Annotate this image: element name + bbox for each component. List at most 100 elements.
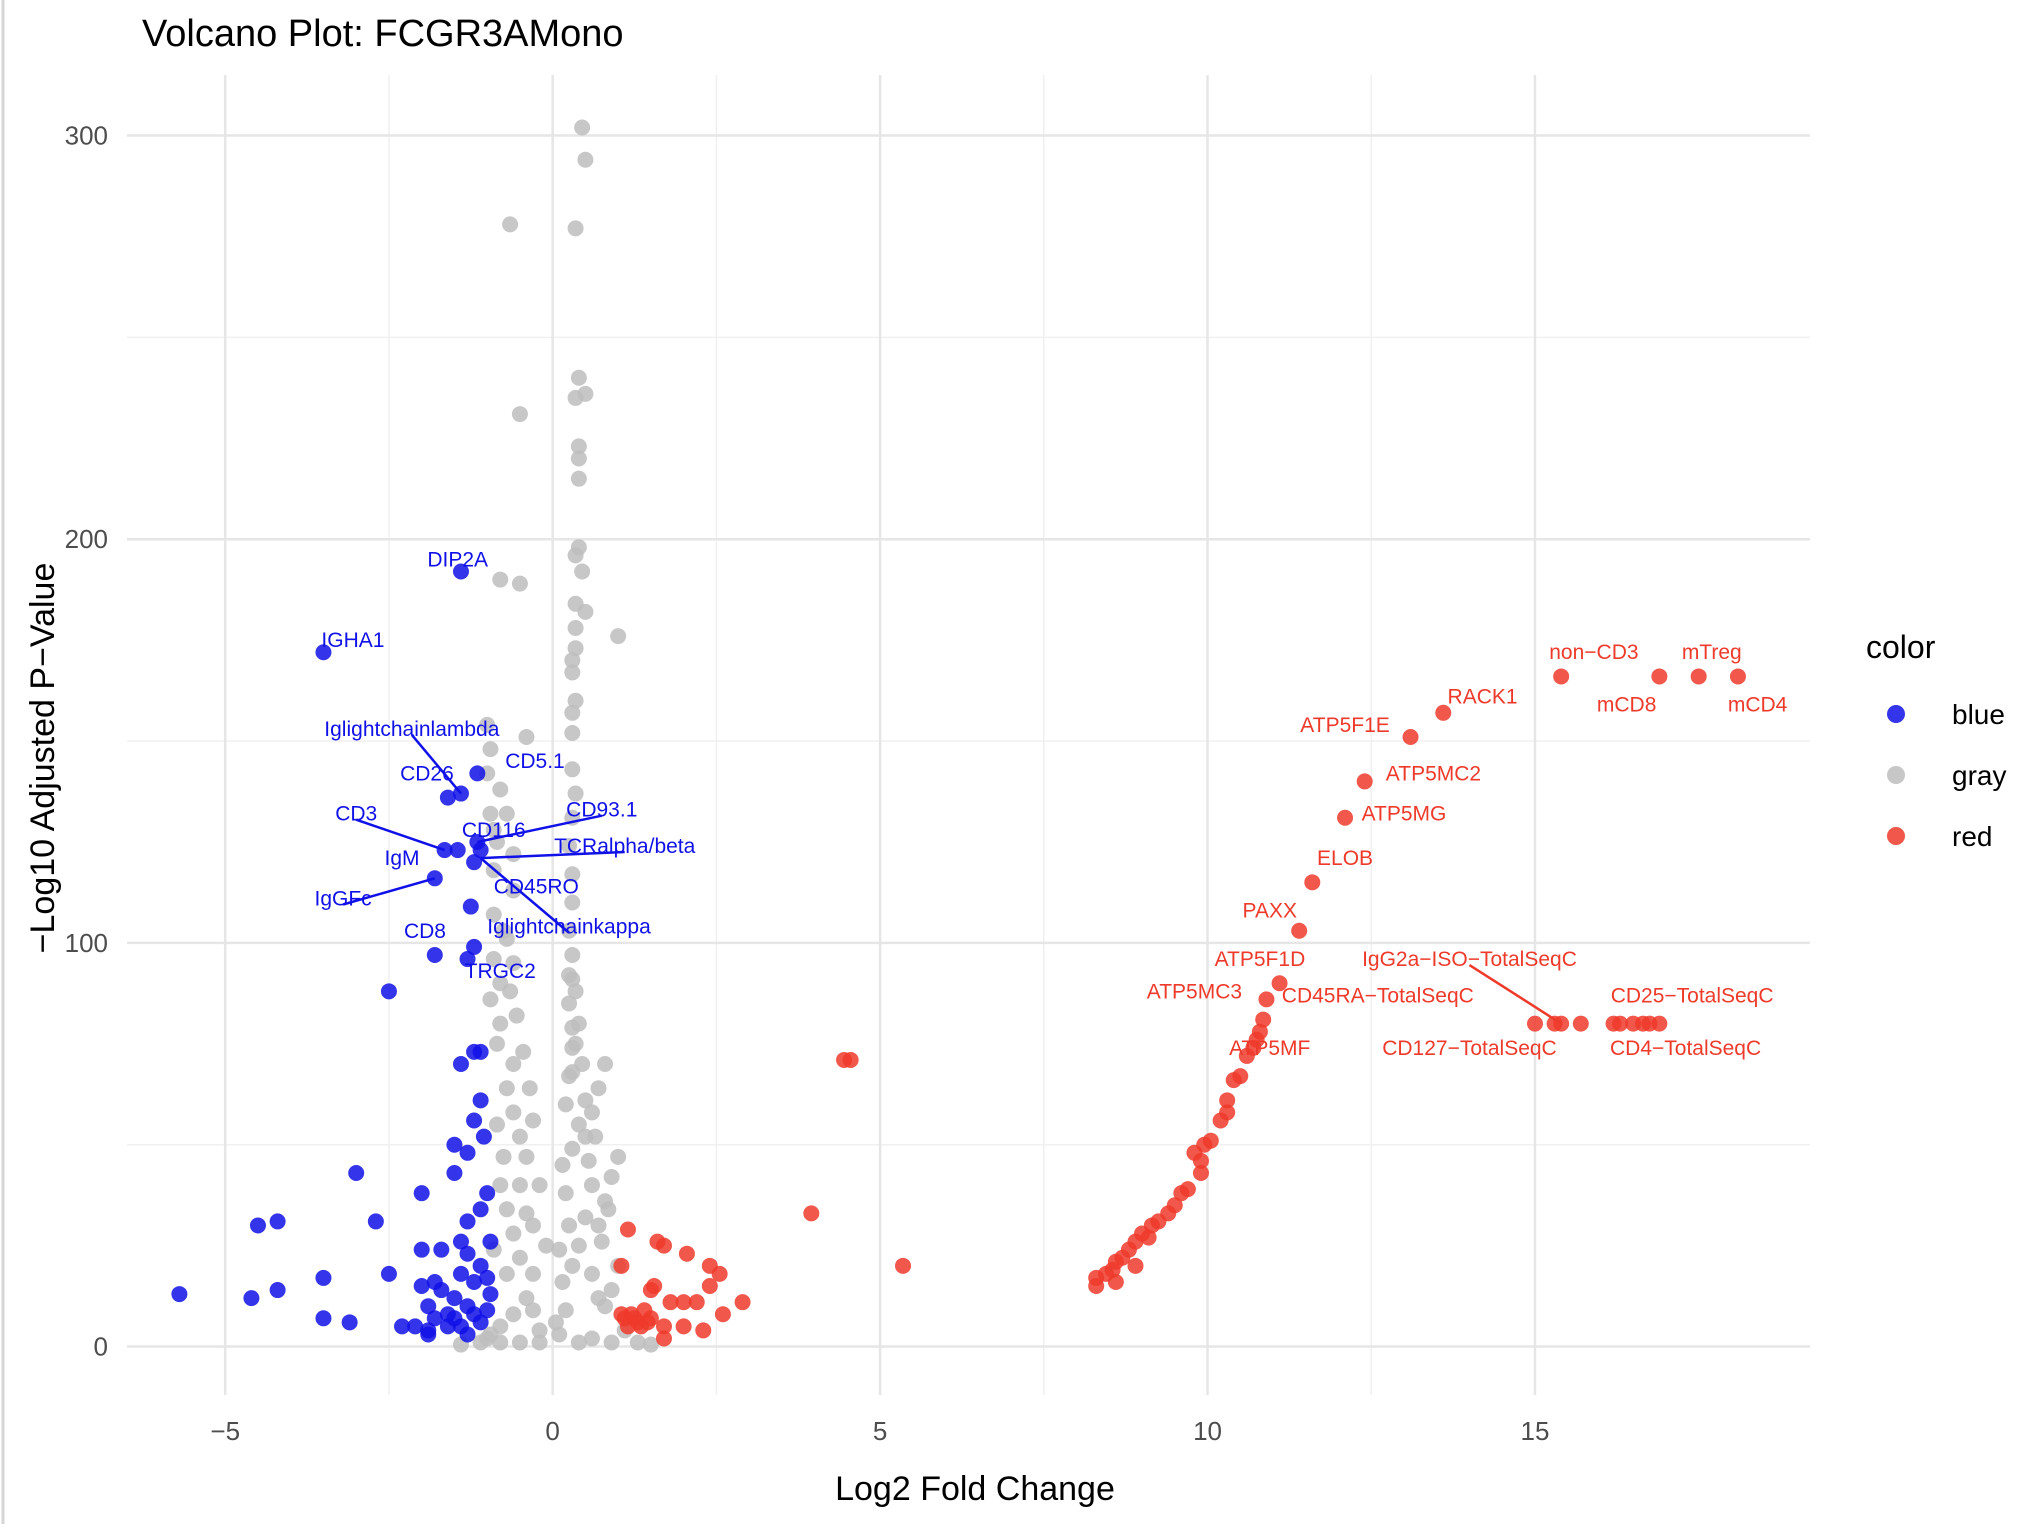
gray-point [525, 1265, 542, 1282]
gray-point [583, 1330, 600, 1347]
point-label: IgG2a−ISO−TotalSeqC [1362, 948, 1577, 971]
red-point [1572, 1015, 1589, 1032]
point-label: Iglightchainlambda [324, 718, 499, 741]
blue-point [479, 1269, 496, 1286]
gray-point [518, 1148, 535, 1165]
point-label: CD93.1 [566, 799, 637, 822]
red-point [1651, 1015, 1668, 1032]
gray-point [482, 741, 499, 758]
legend-label-red: red [1952, 821, 1992, 852]
red-point [1291, 922, 1308, 939]
red-point [1271, 975, 1288, 992]
point-label: CD127−TotalSeqC [1382, 1037, 1557, 1060]
blue-point [459, 951, 476, 968]
red-point [1526, 1015, 1543, 1032]
gray-point [583, 1177, 600, 1194]
gray-point [561, 1217, 578, 1234]
blue-point [315, 1269, 332, 1286]
gray-point [498, 1080, 515, 1097]
red-point [734, 1294, 751, 1311]
red-point [695, 1322, 712, 1339]
gray-point [564, 724, 581, 741]
blue-point [449, 842, 466, 859]
red-point [1553, 668, 1570, 685]
gray-point [518, 1290, 535, 1307]
red-point [1212, 1112, 1229, 1129]
gray-point [564, 866, 581, 883]
blue-point [341, 1314, 358, 1331]
y-tick-label: 300 [65, 121, 108, 151]
gray-point [525, 1217, 542, 1234]
gray-point [570, 1237, 587, 1254]
point-label: CD45RA−TotalSeqC [1282, 984, 1474, 1007]
gray-point [531, 1334, 548, 1351]
gray-point [492, 781, 509, 798]
gray-point [561, 1068, 578, 1085]
red-point [1258, 991, 1275, 1008]
blue-point [475, 1128, 492, 1145]
gray-point [485, 906, 502, 923]
gray-point [570, 369, 587, 386]
y-tick-label: 200 [65, 524, 108, 554]
red-point [1107, 1273, 1124, 1290]
gray-point [521, 1080, 538, 1097]
gray-point [498, 805, 515, 822]
gray-point [567, 1035, 584, 1052]
red-point [655, 1318, 672, 1335]
red-point [895, 1257, 912, 1274]
blue-point [380, 983, 397, 1000]
point-label: PAXX [1243, 900, 1297, 923]
gray-point [502, 216, 519, 233]
gray-point [554, 1273, 571, 1290]
gray-point [485, 951, 502, 968]
gray-point [525, 1302, 542, 1319]
red-point [1690, 668, 1707, 685]
gray-point [564, 652, 581, 669]
chart-title: Volcano Plot: FCGR3AMono [142, 13, 624, 55]
gray-point [505, 1055, 522, 1072]
gray-point [642, 1336, 659, 1353]
legend-key-red [1887, 827, 1905, 845]
gray-point [554, 1156, 571, 1173]
blue-point [459, 1245, 476, 1262]
gray-point [508, 1007, 525, 1024]
blue-point [420, 1326, 437, 1343]
blue-point [466, 854, 483, 871]
x-tick-label: 0 [545, 1416, 559, 1446]
point-label: mCD8 [1597, 694, 1657, 717]
gray-point [567, 640, 584, 657]
red-point [1192, 1164, 1209, 1181]
blue-point [479, 1302, 496, 1319]
blue-point [459, 1144, 476, 1161]
gray-point [590, 1217, 607, 1234]
gray-point [574, 1055, 591, 1072]
gray-point [570, 1334, 587, 1351]
gray-point [505, 1306, 522, 1323]
red-point [1219, 1092, 1236, 1109]
red-point [655, 1237, 672, 1254]
gray-point [570, 438, 587, 455]
blue-point [452, 563, 469, 580]
blue-point [243, 1290, 260, 1307]
blue-point [171, 1286, 188, 1303]
gray-point [505, 1225, 522, 1242]
gray-point [502, 983, 519, 1000]
axes: Volcano Plot: FCGR3AMono Log2 Fold Chang… [24, 13, 1549, 1508]
red-point [1255, 1011, 1272, 1028]
red-point [619, 1318, 636, 1335]
gray-point [564, 761, 581, 778]
point-label: ATP5MC2 [1386, 762, 1481, 785]
gray-point [570, 1116, 587, 1133]
blue-point [482, 1233, 499, 1250]
label-connector [480, 850, 625, 860]
red-point [678, 1245, 695, 1262]
red-point [639, 1314, 656, 1331]
gray-point [561, 967, 578, 984]
blue-point [426, 1310, 443, 1327]
point-label: ATP5F1E [1300, 714, 1389, 737]
blue-point [472, 1043, 489, 1060]
gray-point [577, 1209, 594, 1226]
blue-point [426, 947, 443, 963]
data-points [171, 119, 1746, 1353]
gray-point [603, 1282, 620, 1299]
